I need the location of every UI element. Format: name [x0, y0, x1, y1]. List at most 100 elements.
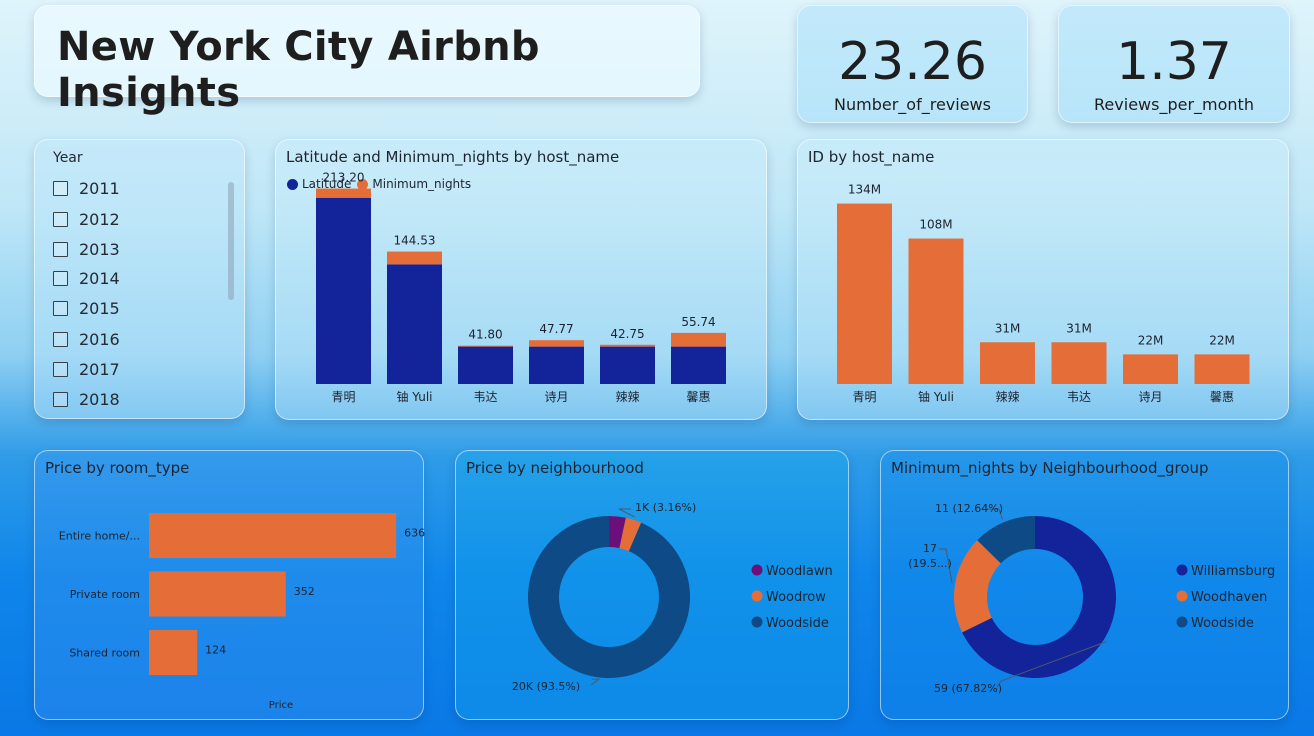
kpi-card-number-of-reviews[interactable]: 23.26 Number_of_reviews	[797, 5, 1028, 123]
chart-legend: Latitude Minimum_nights	[287, 177, 471, 191]
legend-swatch-minimum-nights	[357, 178, 369, 190]
dashboard-title: New York City Airbnb Insights	[57, 24, 540, 116]
year-option[interactable]: 2011	[53, 178, 120, 198]
data-label: 124	[205, 644, 226, 657]
bar	[1194, 354, 1250, 384]
bar	[149, 630, 198, 675]
checkbox[interactable]	[53, 180, 68, 196]
checkbox[interactable]	[53, 270, 68, 286]
title-card: New York City Airbnb Insights	[34, 5, 700, 116]
year-option[interactable]: 2017	[53, 359, 120, 379]
slice-label: (19.5...)	[908, 557, 952, 570]
bar-segment-minimum-nights	[316, 188, 371, 198]
donut-slice-woodhaven	[954, 540, 1001, 633]
stacked-bar-chart: 213.20 青明 144.53 铀 Yuli 41.80 韦达 47.77 诗月 42.75 辣…	[316, 171, 726, 404]
category-label: 铀 Yuli	[396, 390, 432, 404]
data-label: 636	[404, 527, 425, 540]
data-label: 55.74	[681, 315, 715, 329]
checkbox[interactable]	[53, 300, 68, 316]
price-by-neighbourhood-chart-card[interactable]: Price by neighbourhood 1K (3.16%) 20K (93…	[455, 450, 849, 720]
slice-label: 1K (3.16%)	[635, 501, 696, 514]
year-label: 2017	[79, 359, 120, 379]
callout-line	[618, 508, 635, 518]
year-option[interactable]: 2016	[53, 329, 120, 349]
legend-swatch-woodrow	[751, 590, 763, 602]
legend-label-woodside: Woodside	[1191, 616, 1254, 631]
callout-line	[996, 641, 1107, 688]
slicer-scrollbar[interactable]	[228, 182, 234, 300]
category-label: 青明	[331, 390, 355, 404]
data-label: 144.53	[394, 234, 436, 248]
bar	[908, 238, 964, 384]
bar	[149, 571, 286, 617]
category-label: 馨惠	[686, 389, 710, 404]
bar	[980, 342, 1035, 384]
id-by-host-chart-card[interactable]: ID by host_name 134M 青明 108M 铀 Yuli 31M 辣辣 31M…	[797, 139, 1289, 420]
checkbox[interactable]	[53, 391, 68, 407]
year-label: 2018	[79, 389, 120, 409]
legend-label-minimum-nights: Minimum_nights	[372, 177, 472, 191]
bar-segment-minimum-nights	[600, 344, 655, 347]
donut-slice-woodside	[977, 516, 1035, 564]
bar-segment-latitude	[600, 346, 655, 384]
data-label: 22M	[1209, 333, 1235, 347]
bar-segment-latitude	[387, 264, 442, 384]
year-option[interactable]: 2018	[53, 389, 120, 409]
category-label: 诗月	[544, 390, 568, 404]
category-label: 辣辣	[995, 390, 1019, 404]
checkbox[interactable]	[53, 331, 68, 347]
slice-label: 20K (93.5%)	[512, 680, 580, 693]
legend-swatch-woodside	[1176, 616, 1188, 628]
checkbox[interactable]	[53, 241, 68, 257]
kpi-card-reviews-per-month[interactable]: 1.37 Reviews_per_month	[1058, 5, 1290, 123]
category-label: Entire home/...	[59, 530, 140, 543]
chart-title: Price by neighbourhood	[466, 459, 644, 477]
category-label: 青明	[852, 390, 876, 404]
category-label: 韦达	[1067, 390, 1091, 404]
legend-swatch-latitude	[287, 178, 298, 190]
checkbox[interactable]	[53, 211, 68, 227]
year-option[interactable]: 2015	[53, 298, 120, 318]
data-label: 108M	[919, 218, 952, 232]
kpi-value: 23.26	[838, 32, 987, 92]
donut-slice-williamsburg	[962, 516, 1116, 678]
bar-segment-latitude	[529, 346, 584, 384]
chart-title: ID by host_name	[808, 148, 935, 166]
year-option[interactable]: 2014	[53, 268, 120, 288]
donut-chart: 59 (67.82%) 17 (19.5...) 11 (12.64%) William…	[908, 502, 1275, 695]
bar-segment-minimum-nights	[671, 332, 726, 347]
callout-line	[590, 678, 601, 686]
minnights-by-group-chart-card[interactable]: Minimum_nights by Neighbourhood_group 59…	[880, 450, 1289, 720]
slicer-title: Year	[53, 150, 83, 166]
year-label: 2016	[79, 329, 120, 349]
data-label: 31M	[1066, 321, 1092, 335]
year-option[interactable]: 2013	[53, 239, 120, 259]
year-label: 2011	[79, 178, 120, 198]
category-label: Shared room	[69, 647, 140, 660]
bar-segment-minimum-nights	[387, 251, 442, 265]
bar	[837, 203, 892, 384]
year-option[interactable]: 2012	[53, 209, 120, 229]
donut-slice-woodrow	[619, 517, 642, 552]
data-label: 352	[294, 585, 315, 598]
data-label: 47.77	[539, 322, 573, 336]
data-label: 22M	[1138, 333, 1164, 347]
data-label: 42.75	[610, 327, 644, 341]
latitude-minnights-chart-card[interactable]: Latitude and Minimum_nights by host_name…	[275, 139, 767, 420]
kpi-label: Number_of_reviews	[834, 95, 991, 114]
year-slicer[interactable]: Year 2011 2012 2013 2014 2015 2016 2017 …	[34, 139, 245, 419]
category-label: 韦达	[473, 390, 497, 404]
category-label: 铀 Yuli	[918, 390, 954, 404]
kpi-label: Reviews_per_month	[1094, 95, 1254, 114]
donut-slice-woodlawn	[609, 516, 626, 549]
year-label: 2014	[79, 268, 120, 288]
legend-swatch-woodhaven	[1176, 590, 1188, 602]
checkbox[interactable]	[53, 361, 68, 377]
price-by-roomtype-chart-card[interactable]: Price by room_type Entire home/... 636 Pri…	[34, 450, 425, 720]
chart-title: Price by room_type	[45, 459, 190, 477]
legend-label-latitude: Latitude	[302, 177, 352, 191]
data-label: 41.80	[468, 328, 502, 342]
legend-label-williamsburg: Williamsburg	[1191, 564, 1275, 579]
data-label: 31M	[995, 321, 1021, 335]
legend-label-woodhaven: Woodhaven	[1191, 590, 1267, 605]
